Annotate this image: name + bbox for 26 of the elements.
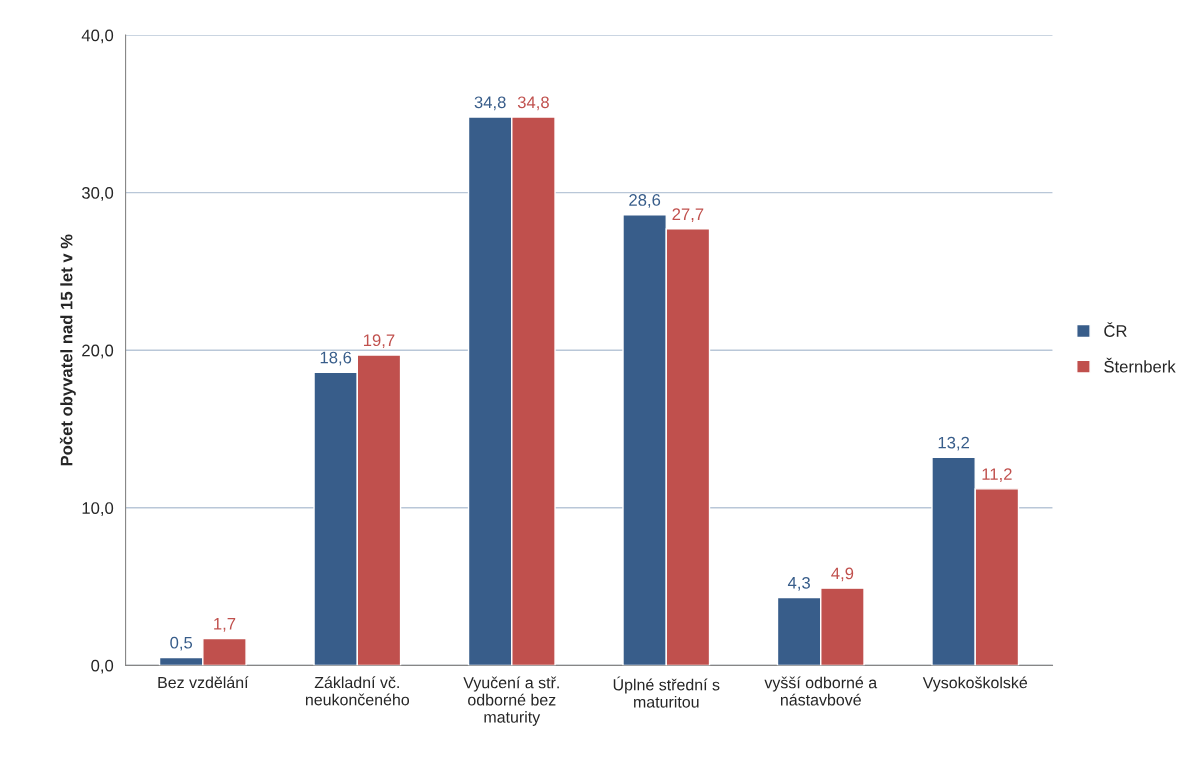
- y-tick-label: 20,0: [82, 344, 114, 359]
- data-label: 27,7: [672, 208, 704, 223]
- data-label: 13,2: [938, 436, 969, 451]
- x-tick-label: Vyučení a stř. odborné bez maturity: [463, 676, 559, 726]
- legend-label: ČR: [1104, 322, 1127, 337]
- data-label: 4,9: [831, 567, 854, 582]
- y-tick-label: 30,0: [81, 187, 114, 201]
- x-tick-label: Základní vč. neukončeného: [305, 676, 410, 706]
- y-axis-title: Počet obyvatel nad 15 let v %: [59, 234, 76, 466]
- data-label: 1,7: [214, 618, 236, 632]
- x-tick-label: Úplné střední s maturitou: [613, 676, 720, 708]
- data-label: 34,8: [517, 96, 549, 111]
- y-tick-label: 40,0: [81, 29, 114, 44]
- y-tick-label: 0,0: [91, 659, 114, 674]
- data-label: 19,7: [363, 334, 395, 349]
- data-label: 34,8: [474, 96, 506, 111]
- x-tick-label: Bez vzdělání: [158, 676, 249, 689]
- data-label: 18,6: [320, 351, 352, 366]
- data-label: 0,5: [170, 636, 193, 651]
- y-tick-label: 10,0: [82, 502, 114, 516]
- data-label: 28,6: [629, 194, 661, 208]
- legend-label: Šternberk: [1104, 357, 1176, 373]
- x-tick-label: Vysokoškolské: [922, 676, 1028, 692]
- data-label: 11,2: [982, 468, 1012, 482]
- x-tick-label: vyšší odborné a nástavbové: [764, 676, 878, 706]
- data-label: 4,3: [787, 576, 810, 591]
